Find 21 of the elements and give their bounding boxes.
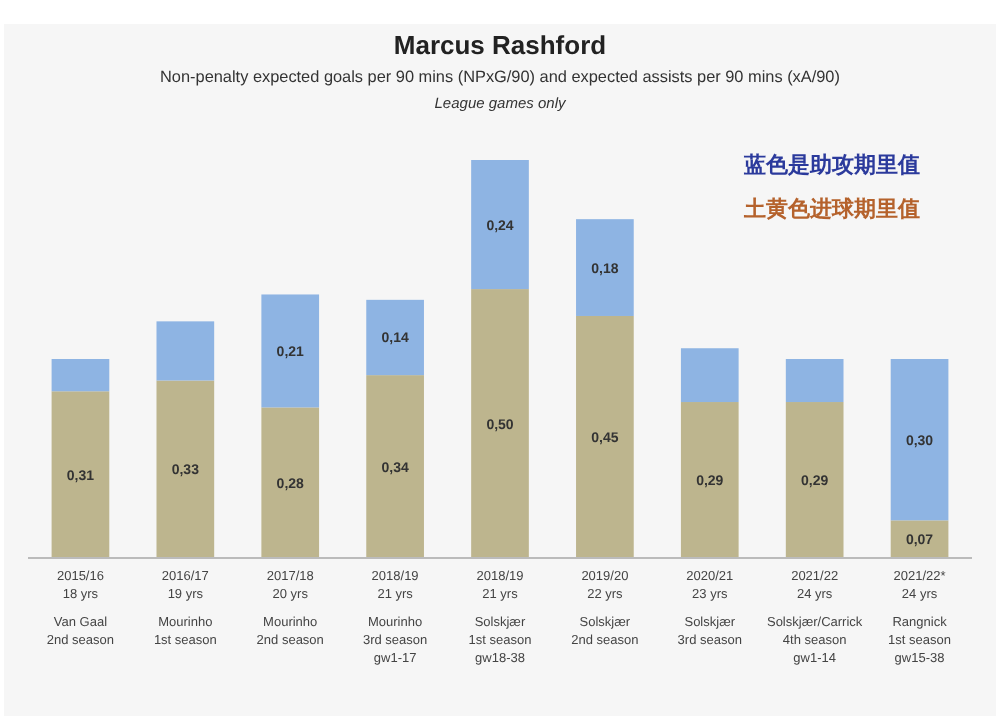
bar (471, 160, 529, 290)
bar (576, 315, 634, 558)
bar (785, 402, 844, 558)
bar (156, 321, 215, 381)
chart-title: Marcus Rashford (393, 30, 607, 60)
bar (261, 407, 320, 558)
annotation: 蓝色是助攻期里值 (742, 152, 920, 178)
bar (785, 359, 844, 403)
bar (261, 294, 320, 408)
bar (680, 402, 739, 558)
bar (471, 289, 529, 558)
bar (156, 380, 215, 558)
bar (366, 299, 424, 376)
annotation: 土黄色进球期里值 (742, 196, 920, 222)
chart-subtitle: Non-penalty expected goals per 90 mins (NPxG/90) and expected assists per 90 mins (xA/90) (160, 68, 841, 86)
bar (51, 391, 110, 558)
bar (680, 348, 739, 403)
bar (576, 219, 634, 316)
bar (366, 375, 424, 558)
bar (890, 359, 949, 521)
bar (51, 359, 110, 392)
